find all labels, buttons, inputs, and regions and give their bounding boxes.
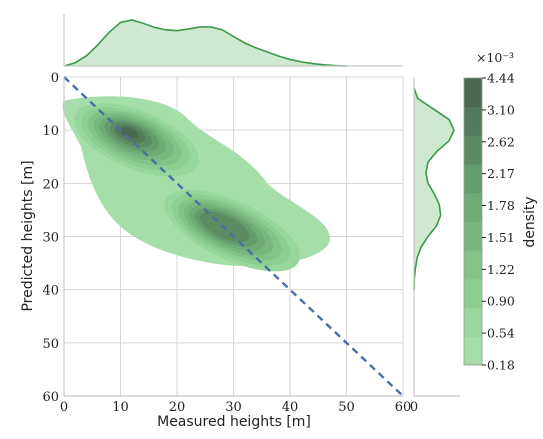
colorbar-segment — [464, 164, 482, 194]
reference-line — [63, 76, 404, 397]
colorbar-segment — [464, 250, 482, 280]
colorbar-tick-label: 2.62 — [487, 134, 515, 149]
x-tick-label: 50 — [338, 400, 355, 415]
marginal-x-fill — [64, 20, 347, 66]
colorbar-exponent: ×10⁻³ — [476, 50, 514, 65]
colorbar-segment — [464, 307, 482, 337]
colorbar-frame — [463, 77, 483, 366]
colorbar-tick-label: 3.10 — [487, 102, 515, 117]
x-tick-label: 60 — [395, 400, 412, 415]
colorbar-tick-label: 1.78 — [487, 198, 515, 213]
right-marginal-plot: 0 — [410, 77, 460, 415]
colorbar-segment — [464, 192, 482, 222]
colorbar-tick-label: 0.18 — [487, 358, 515, 373]
y-tick-label: 50 — [42, 337, 59, 352]
colorbar-tick-label: 1.51 — [487, 230, 515, 245]
x-tick-label: 0 — [60, 400, 68, 415]
colorbar: 0.18 0.54 0.90 1.22 1.51 1.78 2.17 2.62 3.10 4.44… — [463, 50, 538, 373]
colorbar-segment — [464, 106, 482, 136]
marginal-y-tick-label: 0 — [410, 400, 418, 415]
top-marginal-plot — [63, 14, 403, 67]
y-tick-label: 60 — [42, 390, 59, 405]
colorbar-tick-label: 4.44 — [487, 71, 515, 86]
colorbar-tick-label: 0.54 — [487, 326, 515, 341]
y-tick-label: 20 — [42, 177, 59, 192]
colorbar-label: density — [522, 196, 538, 247]
colorbar-segment — [464, 221, 482, 251]
x-tick-label: 40 — [282, 400, 299, 415]
colorbar-tick-label: 2.17 — [487, 166, 515, 181]
y-tick-label: 0 — [51, 71, 59, 86]
colorbar-segment — [464, 135, 482, 165]
y-tick-label: 30 — [42, 231, 59, 246]
density-contour — [119, 126, 139, 139]
x-tick-label: 10 — [112, 400, 129, 415]
y-tick-label: 10 — [42, 124, 59, 139]
y-axis-title: Predicted heights [m] — [20, 160, 36, 311]
marginal-x-line — [63, 19, 347, 67]
colorbar-tick-label: 0.90 — [487, 294, 515, 309]
colorbar-segment — [464, 278, 482, 309]
x-axis-title: Measured heights [m] — [157, 414, 311, 430]
marginal-y-line — [413, 87, 455, 290]
y-tick-label: 40 — [42, 284, 59, 299]
x-tick-label: 30 — [225, 400, 242, 415]
colorbar-tick-label: 1.22 — [487, 262, 515, 277]
x-tick-label: 20 — [169, 400, 186, 415]
colorbar-segment — [464, 336, 482, 366]
marginal-y-fill — [414, 87, 454, 290]
colorbar-segment — [464, 78, 482, 108]
